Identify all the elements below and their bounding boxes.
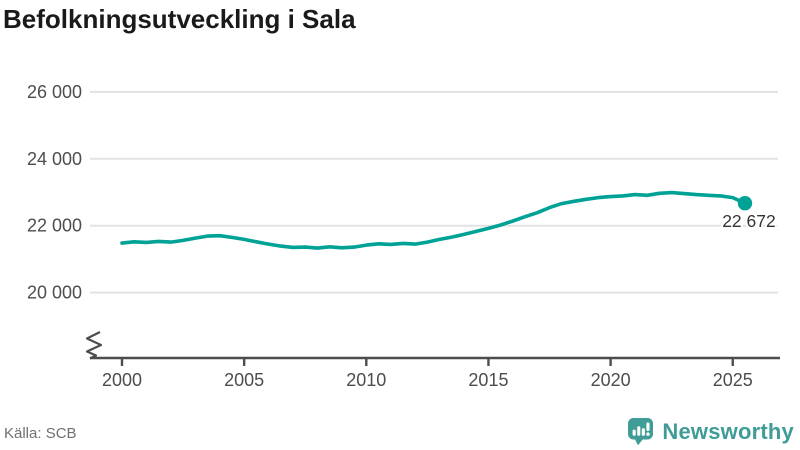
- y-axis-tick-label: 24 000: [27, 149, 82, 169]
- source-label: Källa: SCB: [4, 425, 77, 442]
- end-value-label: 22 672: [722, 211, 776, 231]
- newsworthy-wordmark: Newsworthy: [662, 418, 794, 444]
- x-axis-tick-label: 2005: [224, 370, 264, 390]
- y-axis-break-icon: [85, 331, 103, 360]
- population-line: [120, 190, 747, 250]
- end-point-dot: [737, 196, 753, 211]
- x-axis-tick-label: 2020: [591, 370, 631, 390]
- x-axis-tick-label: 2000: [102, 370, 142, 390]
- x-axis-tick-label: 2015: [468, 370, 508, 390]
- y-axis-tick-label: 26 000: [27, 82, 82, 102]
- y-axis-tick-label: 20 000: [27, 283, 82, 303]
- y-axis-tick-label: 22 000: [27, 216, 82, 236]
- x-axis-tick-label: 2010: [346, 370, 386, 390]
- newsworthy-icon: [628, 418, 654, 446]
- newsworthy-logo: Newsworthy: [627, 417, 794, 446]
- page-title: Befolkningsutveckling i Sala: [3, 4, 356, 34]
- x-axis-tick-label: 2025: [713, 370, 753, 390]
